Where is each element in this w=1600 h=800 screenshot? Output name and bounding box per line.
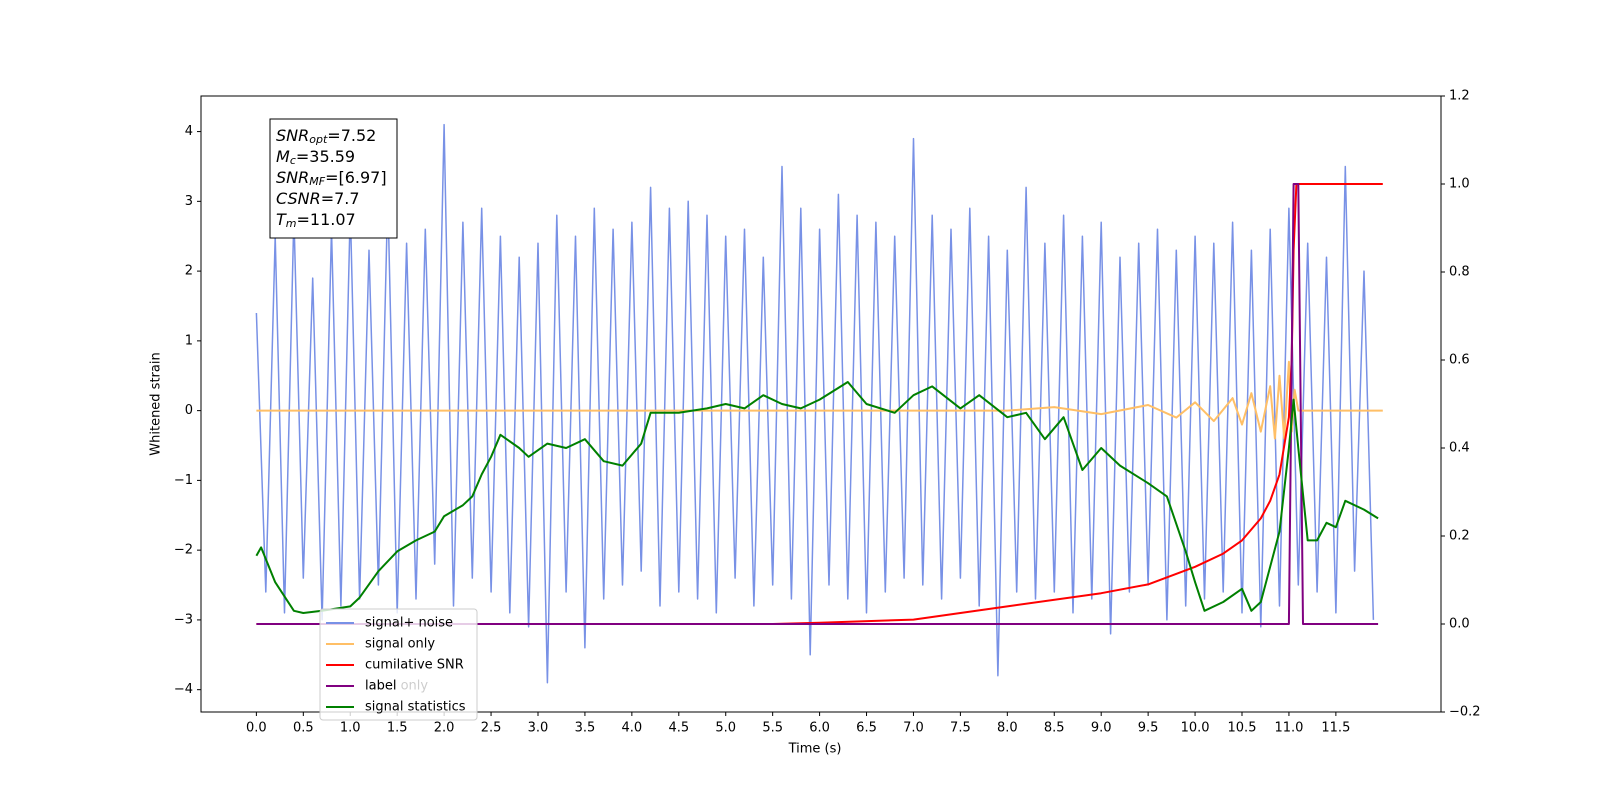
x-tick-label: 3.0	[528, 721, 549, 736]
legend-box	[319, 608, 478, 721]
y-tick-label: −2	[174, 543, 193, 558]
y-tick-label: 3	[185, 194, 193, 209]
y-tick-label: 2	[185, 264, 193, 279]
legend-label: signal+ noise	[365, 616, 453, 631]
x-tick-label: 9.0	[1091, 721, 1112, 736]
y-tick-label: 4	[185, 124, 193, 139]
x-tick-label: 7.5	[950, 721, 971, 736]
annotation-symbol: T	[276, 210, 287, 229]
x-tick-label: 11.0	[1274, 721, 1303, 736]
annotation-value: =11.07	[297, 210, 356, 229]
x-tick-label: 8.5	[1044, 721, 1065, 736]
annotation: SNRopt=7.52Mc=35.59SNRMF=[6.97]CSNR=7.7T…	[269, 118, 398, 239]
x-tick-label: 2.0	[434, 721, 455, 736]
x-tick-label: 1.0	[340, 721, 361, 736]
x-tick-label: 0.5	[293, 721, 314, 736]
y2-tick-label: 1.0	[1449, 177, 1470, 192]
y2-tick-label: 0.8	[1449, 265, 1470, 280]
x-tick-label: 7.0	[903, 721, 924, 736]
y-tick-label: 0	[185, 403, 193, 418]
x-tick-label: 0.0	[246, 721, 267, 736]
annotation-symbol: SNR	[276, 168, 309, 187]
x-tick-label: 3.5	[575, 721, 596, 736]
x-tick-label: 6.5	[856, 721, 877, 736]
annotation-subscript: opt	[309, 133, 328, 146]
annotation-line: CSNR=7.7	[276, 189, 360, 208]
series-line	[255, 381, 1379, 614]
legend-label: signal statistics	[365, 700, 466, 715]
x-tick-label: 2.5	[481, 721, 502, 736]
legend-label: label	[365, 679, 396, 694]
x-tick-label: 8.0	[997, 721, 1018, 736]
annotation-value: =7.7	[321, 189, 360, 208]
y-tick-label: −3	[174, 612, 193, 627]
y2-tick-label: 0.6	[1449, 353, 1470, 368]
annotation-line: SNRopt=7.52	[276, 126, 376, 147]
annotation-symbol: SNR	[276, 126, 309, 145]
series-line	[255, 123, 1375, 684]
annotation-line: Tm=11.07	[276, 210, 356, 231]
x-tick-label: 11.5	[1321, 721, 1350, 736]
x-tick-label: 10.5	[1228, 721, 1257, 736]
y-tick-label: −1	[174, 473, 193, 488]
y2-tick-label: 1.2	[1449, 89, 1470, 104]
x-tick-label: 10.0	[1181, 721, 1210, 736]
annotation-line: SNRMF=[6.97]	[276, 168, 387, 189]
y-tick-label: −4	[174, 682, 193, 697]
annotation-subscript: MF	[309, 175, 325, 188]
y2-tick-label: 0.4	[1449, 441, 1470, 456]
annotation-line: Mc=35.59	[276, 147, 355, 168]
x-axis-label: Time (s)	[788, 742, 842, 757]
annotation-symbol: CSNR	[276, 189, 321, 208]
annotation-value: =7.52	[327, 126, 376, 145]
annotation-subscript: c	[290, 154, 296, 167]
annotation-value: =35.59	[296, 147, 355, 166]
annotation-value: =[6.97]	[325, 168, 387, 187]
legend-label: signal only	[365, 637, 435, 652]
legend-label: cumilative SNR	[365, 658, 464, 673]
x-tick-label: 6.0	[809, 721, 830, 736]
y-tick-label: 1	[185, 333, 193, 348]
series-line	[256, 183, 1379, 625]
annotation-box	[269, 118, 398, 239]
y2-tick-label: −0.2	[1449, 705, 1481, 720]
y2-tick-label: 0.0	[1449, 617, 1470, 632]
plot-frame	[200, 95, 1442, 713]
x-tick-label: 5.0	[715, 721, 736, 736]
x-tick-label: 5.5	[762, 721, 783, 736]
x-tick-label: 9.5	[1138, 721, 1159, 736]
annotation-symbol: M	[276, 147, 290, 166]
y-axis-label: Whitened strain	[149, 352, 164, 455]
x-tick-label: 1.5	[387, 721, 408, 736]
x-tick-label: 4.5	[668, 721, 689, 736]
annotation-subscript: m	[286, 217, 297, 230]
y2-tick-label: 0.2	[1449, 529, 1470, 544]
x-tick-label: 4.0	[622, 721, 643, 736]
